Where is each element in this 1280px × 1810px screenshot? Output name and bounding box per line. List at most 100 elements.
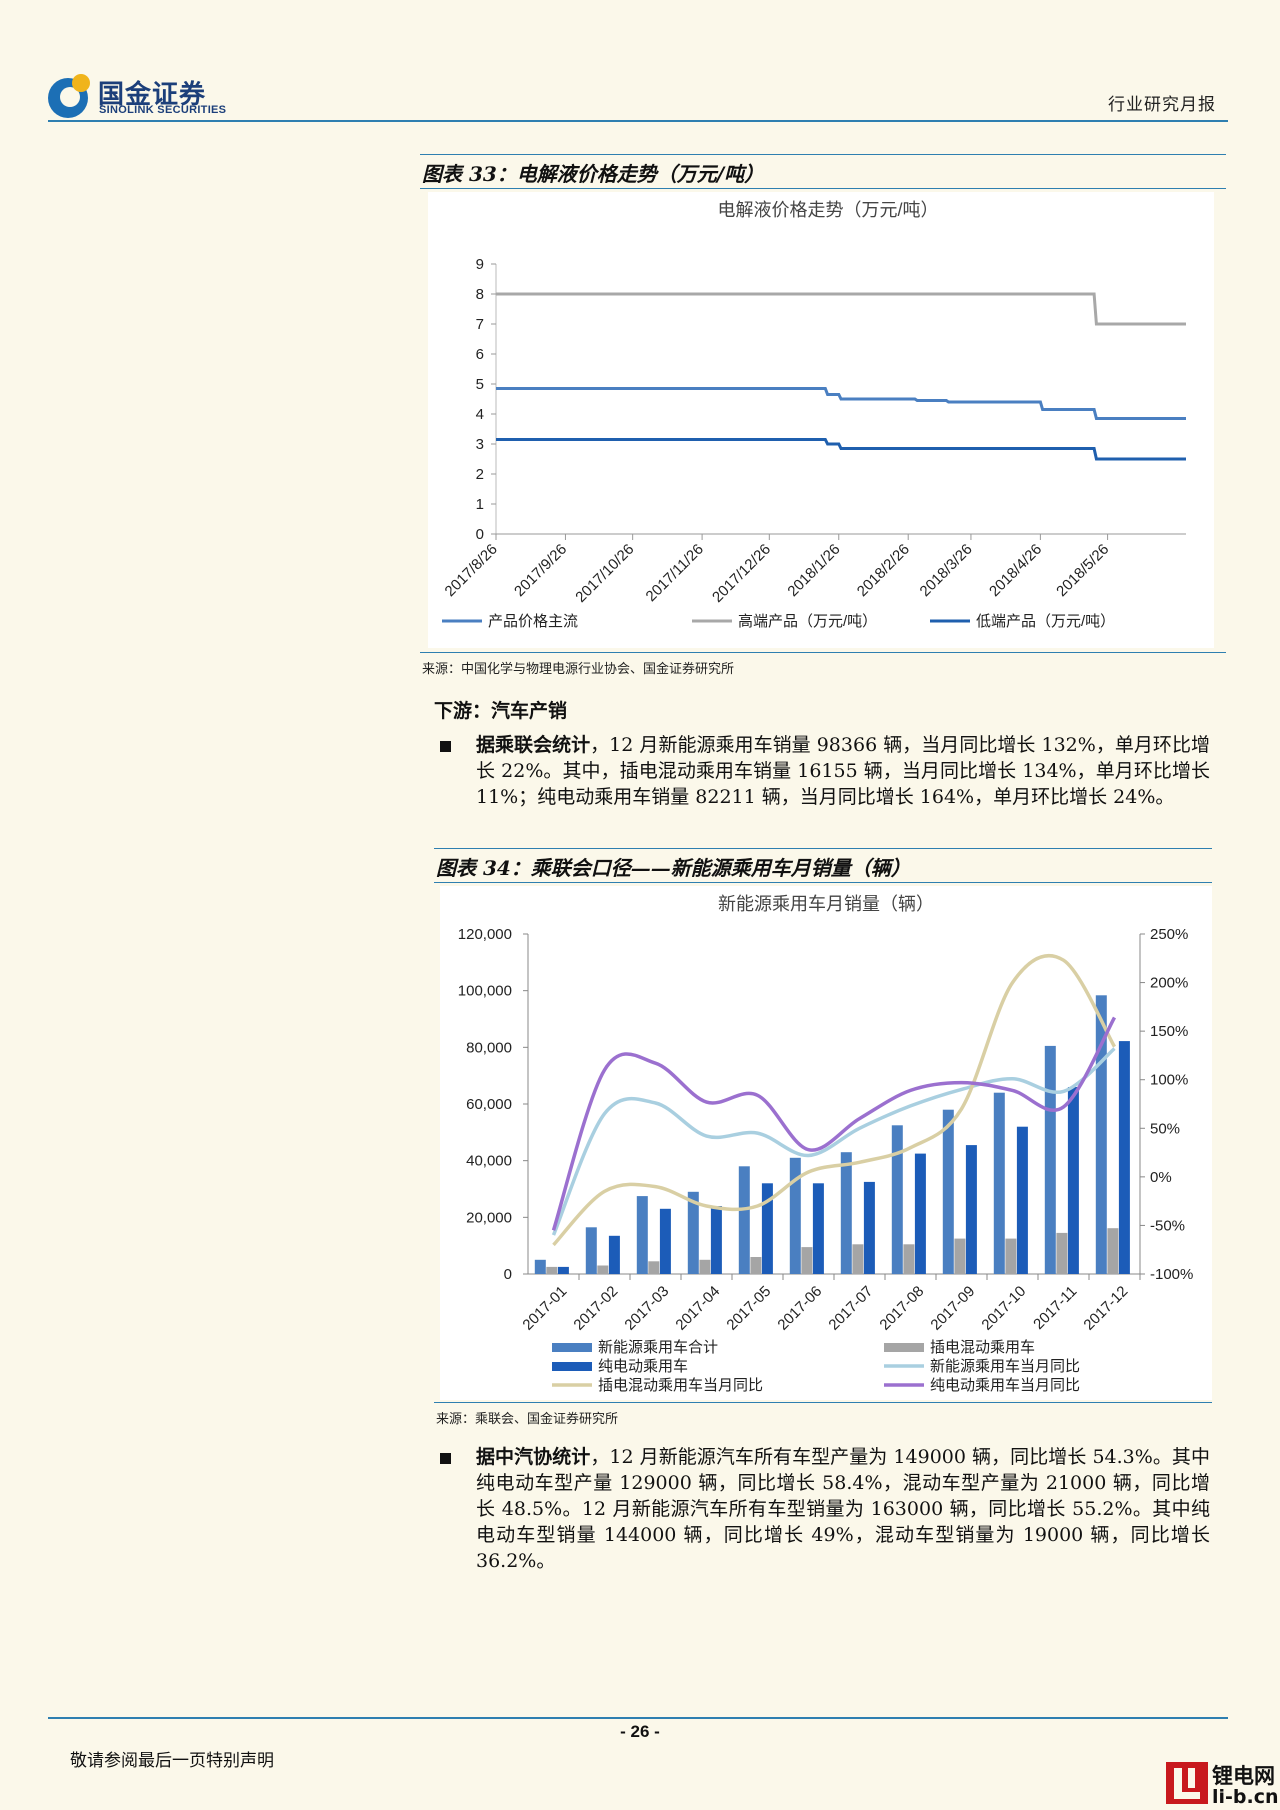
disclaimer-note: 敬请参阅最后一页特别声明: [70, 1751, 274, 1771]
bullet-marker: [440, 741, 451, 752]
legend-label: 高端产品（万元/吨）: [738, 613, 877, 630]
electrolyte-price-chart: 电解液价格走势（万元/吨） 0 1 2 3 4 5 6 7 8 9 2017/8/26 2017/9…: [442, 200, 1186, 630]
y-tick-label: 7: [476, 316, 484, 333]
logo-english: SINOLINK SECURITIES: [99, 104, 227, 116]
legend-swatch: [884, 1343, 924, 1352]
x-tick-label: 2017-06: [774, 1283, 825, 1334]
figure-top-rule: [434, 848, 1212, 849]
y-tick-label: 40,000: [466, 1153, 512, 1170]
x-tick-label: 2017-11: [1030, 1283, 1080, 1333]
x-tick-label: 2018/4/26: [986, 541, 1045, 600]
y-tick-label: 80,000: [466, 1039, 512, 1056]
legend-swatch: [552, 1343, 592, 1352]
series-line: [552, 953, 1117, 1247]
x-tick-label: 2017-10: [978, 1283, 1029, 1334]
bar: [699, 1259, 711, 1274]
x-tick-label: 2017-08: [876, 1283, 927, 1334]
chart-2-background: [440, 886, 1212, 1400]
bar: [789, 1157, 801, 1274]
bar: [1107, 1228, 1119, 1274]
series-line: [551, 1047, 1116, 1236]
paragraph-lead: 据乘联会统计: [476, 734, 591, 756]
series-line: [496, 292, 1186, 326]
section-title: 下游：汽车产销: [434, 700, 568, 722]
x-tick-label: 2018/3/26: [917, 541, 976, 600]
footer-divider: [48, 1717, 1228, 1719]
bar: [585, 1227, 597, 1275]
y-tick-label: 6: [476, 346, 484, 363]
legend-label: 插电混动乘用车当月同比: [598, 1377, 763, 1394]
bar: [597, 1265, 609, 1274]
legend-label: 纯电动乘用车当月同比: [930, 1377, 1080, 1394]
bar: [942, 1109, 954, 1274]
legend-label: 产品价格主流: [488, 613, 578, 630]
x-tick-label: 2017-01: [519, 1283, 570, 1334]
figure-caption-rule: [420, 188, 1226, 189]
x-tick-label: 2017-02: [570, 1283, 621, 1334]
figure-caption-rule: [434, 882, 1212, 883]
x-tick-label: 2017-05: [723, 1283, 774, 1334]
figure-33-caption: 图表 33：电解液价格走势（万元/吨）: [422, 162, 765, 186]
logo-mark-inner: [60, 87, 80, 107]
bar: [557, 1266, 569, 1274]
figure-34-source: 来源：乘联会、国金证券研究所: [436, 1412, 619, 1427]
bar: [636, 1196, 648, 1274]
watermark-logo: [1166, 1762, 1208, 1804]
bar: [903, 1244, 915, 1275]
y2-tick-label: 250%: [1150, 926, 1188, 943]
logo-mark-accent: [72, 74, 90, 92]
x-tick-label: 2018/2/26: [854, 541, 913, 600]
bar: [852, 1244, 864, 1275]
x-tick-label: 2017/11/26: [643, 541, 707, 605]
bar: [1067, 1087, 1079, 1274]
bar: [1005, 1238, 1017, 1274]
chart-1-background: [428, 192, 1214, 648]
bar: [687, 1191, 699, 1274]
bar: [891, 1125, 903, 1275]
page-number: - 26 -: [620, 1722, 660, 1741]
series-line: [496, 438, 1186, 461]
bar: [1044, 1045, 1056, 1274]
y2-tick-label: 150%: [1150, 1023, 1188, 1040]
legend-label: 新能源乘用车合计: [598, 1339, 718, 1356]
logo-name: 国金证券: [98, 80, 207, 110]
y-tick-label: 100,000: [458, 983, 512, 1000]
y-tick-label: 5: [476, 376, 484, 393]
bar: [1016, 1126, 1028, 1274]
legend-label: 插电混动乘用车: [930, 1339, 1035, 1356]
legend-label: 低端产品（万元/吨）: [976, 613, 1115, 630]
legend-swatch: [552, 1362, 592, 1371]
legend-label: 新能源乘用车当月同比: [930, 1358, 1080, 1375]
bar: [840, 1152, 852, 1274]
figure-bottom-rule: [434, 1402, 1212, 1403]
paragraph-body: ，12 月新能源乘用车销量 98366 辆，当月同比增长 132%，单月环比增长…: [476, 734, 1210, 808]
bar: [534, 1259, 546, 1274]
series-line: [551, 1016, 1117, 1231]
bar: [1095, 995, 1107, 1274]
figure-top-rule: [420, 154, 1226, 155]
y-tick-label: 1: [476, 496, 484, 513]
paragraph-caam: 据中汽协统计，12 月新能源汽车所有车型产量为 149000 辆，同比增长 54…: [476, 1444, 1210, 1574]
watermark-url: li-b.cn: [1212, 1786, 1279, 1808]
x-tick-label: 2017/10/26: [572, 541, 637, 606]
x-tick-label: 2017-04: [672, 1283, 723, 1334]
bar: [546, 1266, 558, 1274]
y-tick-label: 0: [504, 1266, 512, 1283]
x-tick-label: 2017/9/26: [511, 541, 570, 600]
y-tick-label: 3: [476, 436, 484, 453]
report-type: 行业研究月报: [1108, 95, 1216, 115]
y-tick-label: 120,000: [458, 926, 512, 943]
x-tick-label: 2017-03: [621, 1283, 672, 1334]
y2-tick-label: 50%: [1150, 1120, 1180, 1137]
bullet-marker: [440, 1453, 451, 1464]
bar: [750, 1257, 762, 1274]
bar: [648, 1261, 660, 1275]
x-tick-label: 2017/12/26: [709, 541, 774, 606]
header-divider: [48, 120, 1228, 122]
paragraph-lead: 据中汽协统计: [476, 1446, 591, 1468]
watermark-name: 锂电网: [1212, 1764, 1275, 1788]
bar: [965, 1145, 977, 1274]
x-tick-label: 2018/1/26: [784, 541, 843, 600]
x-tick-label: 2017/8/26: [442, 541, 501, 600]
figure-bottom-rule: [420, 652, 1226, 653]
